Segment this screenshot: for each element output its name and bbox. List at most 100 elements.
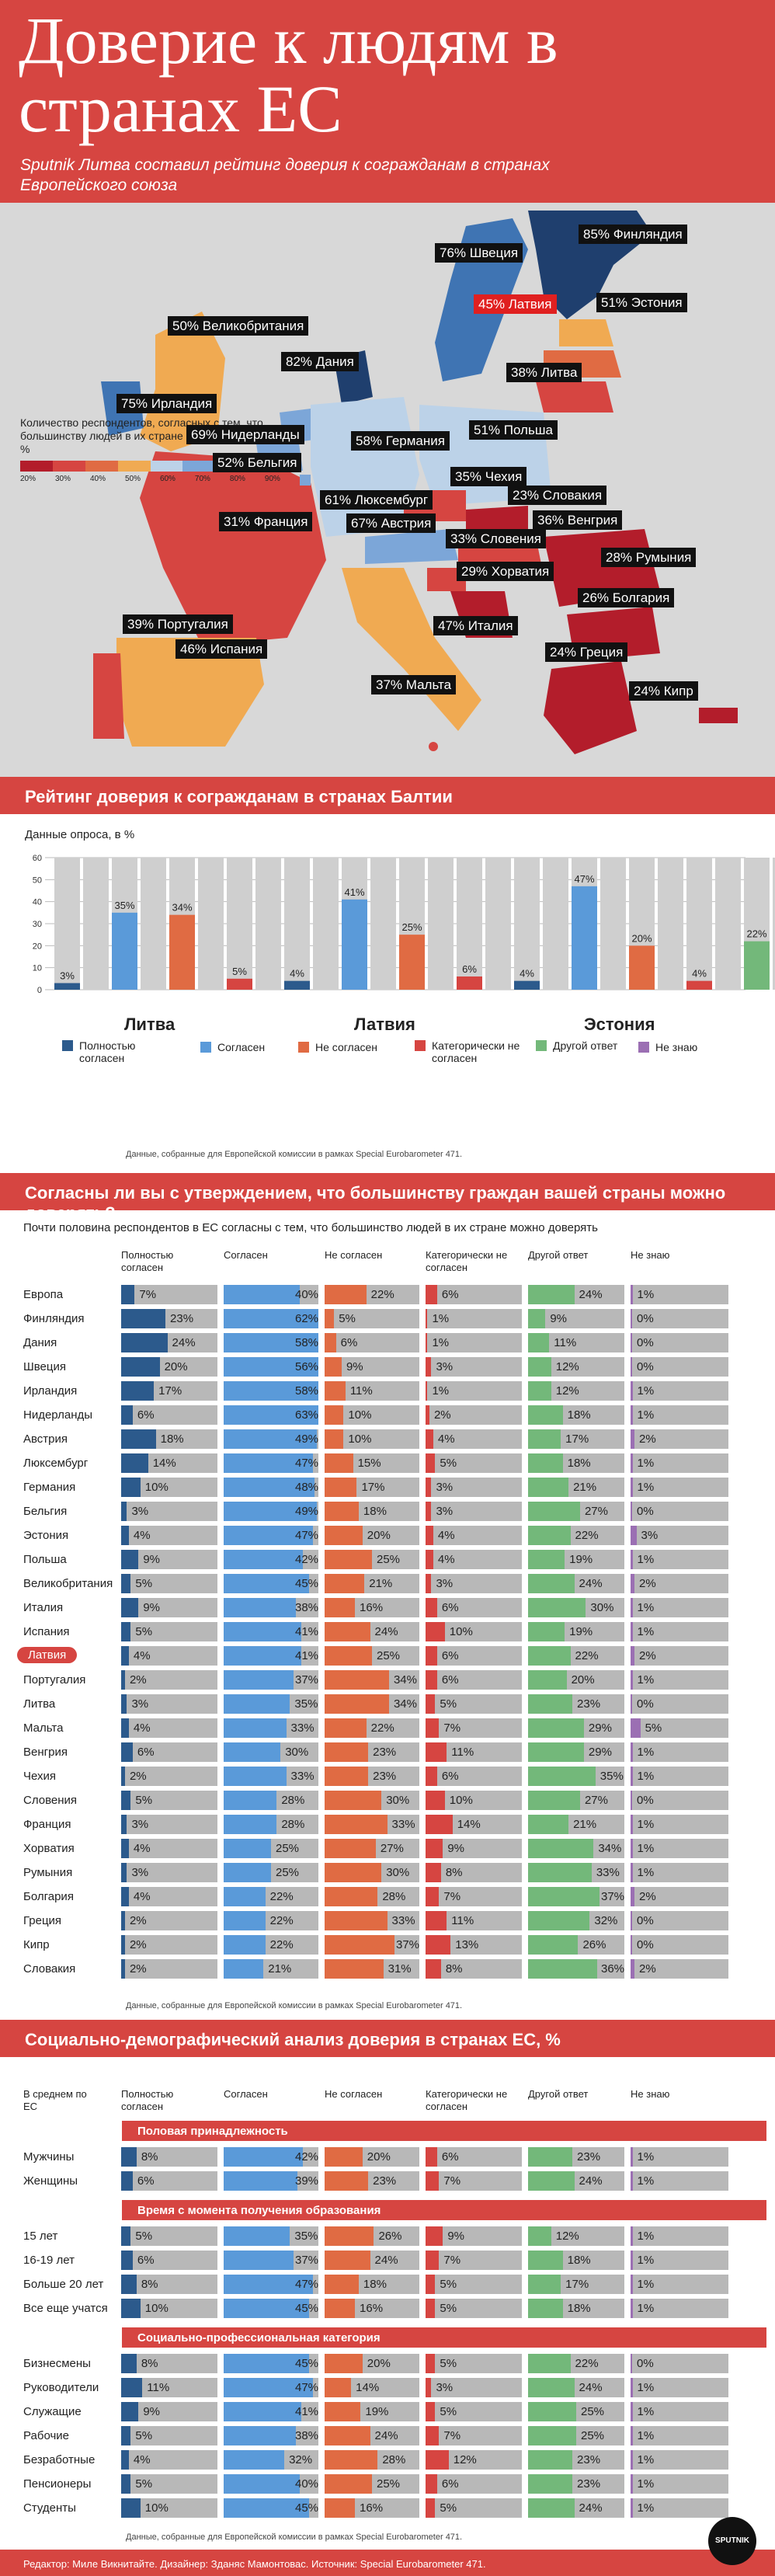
table-cell: 1% (631, 2426, 728, 2445)
cell-bar (325, 1839, 376, 1858)
cell-value: 23% (170, 1312, 194, 1325)
table-cell: 7% (426, 2426, 522, 2445)
table-cell: 11% (426, 1742, 522, 1762)
cell-value: 20% (164, 1360, 188, 1373)
table-cell: 56% (224, 1357, 318, 1377)
cell-value: 17% (565, 2278, 589, 2291)
cell-bar (121, 1742, 133, 1762)
cell-value: 23% (373, 1746, 397, 1759)
cell-bar (121, 1863, 127, 1882)
cell-value: 9% (447, 1842, 464, 1855)
cell-value: 4% (437, 1529, 455, 1542)
table-cell: 49% (224, 1429, 318, 1449)
cell-value: 26% (582, 1938, 606, 1951)
cell-bar (224, 2450, 285, 2470)
table-cell: 1% (426, 1333, 522, 1352)
cell-value: 8% (141, 2357, 158, 2370)
table-cell: 27% (528, 1791, 624, 1810)
cell-value: 30% (590, 1601, 614, 1614)
cell-value: 18% (567, 1457, 591, 1470)
table-cell: 4% (121, 1839, 217, 1858)
cell-bar (121, 1694, 127, 1714)
table-cell: 1% (631, 2251, 728, 2270)
table-cell: 20% (325, 1526, 419, 1545)
baltic-chart-section: Данные опроса, в % 0 10 20 30 40 50 60 3% 35% 34%… (0, 814, 775, 1173)
table-cell: 4% (121, 2450, 217, 2470)
cell-value: 6% (441, 1770, 459, 1783)
table-cell: 4% (426, 1550, 522, 1569)
table-cell: 3% (631, 1526, 728, 1545)
cell-bar (224, 1959, 264, 1979)
table-cell: 22% (528, 2354, 624, 2373)
table-row: Бизнесмены 8% 45% 20% 5% 22% 0% (0, 2352, 775, 2375)
table-cell: 23% (528, 2147, 624, 2167)
cell-value: 15% (357, 1457, 381, 1470)
table-cell: 6% (426, 1767, 522, 1786)
cell-value: 0% (637, 1312, 654, 1325)
table-cell: 31% (325, 1959, 419, 1979)
cell-value: 7% (443, 1890, 461, 1903)
bar-background (485, 858, 511, 990)
cell-bar (426, 1502, 432, 1521)
map-label: 39% Португалия (123, 614, 233, 634)
cell-bar (325, 2171, 369, 2191)
cell-value: 27% (380, 1842, 404, 1855)
table-cell: 5% (631, 1718, 728, 1738)
column-header: Другой ответ (528, 1249, 589, 1261)
legend-tick: 70% (194, 475, 210, 483)
cell-value: 1% (637, 1842, 655, 1855)
cell-bar (426, 2275, 436, 2294)
cell-bar (121, 1333, 168, 1352)
cell-bar (224, 1333, 318, 1352)
cell-bar (121, 1453, 148, 1473)
table-cell: 42% (224, 2147, 318, 2167)
cell-bar (528, 1357, 551, 1377)
table-cell: 30% (528, 1598, 624, 1617)
table-cell: 45% (224, 2498, 318, 2518)
baltic-note: Данные опроса, в % (25, 828, 135, 841)
table-cell: 23% (528, 2450, 624, 2470)
cell-value: 25% (276, 1866, 300, 1879)
cell-value: 9% (550, 1312, 567, 1325)
bar (457, 976, 482, 990)
cell-bar (121, 1670, 125, 1690)
cell-bar (426, 1839, 443, 1858)
column-header: Не знаю (631, 1249, 670, 1261)
cell-bar (224, 1767, 287, 1786)
bar (227, 978, 252, 990)
cell-bar (528, 2378, 575, 2397)
cell-bar (121, 1959, 125, 1979)
row-label: Польша (23, 1553, 67, 1566)
table-cell: 1% (631, 2450, 728, 2470)
table-row: Все еще учатся 10% 45% 16% 5% 18% 1% (0, 2297, 775, 2320)
table-cell: 27% (325, 1839, 419, 1858)
table-cell: 22% (224, 1911, 318, 1930)
cell-bar (325, 1381, 346, 1401)
q3-source: Данные, собранные для Европейской комисс… (126, 2532, 463, 2542)
table-cell: 3% (121, 1863, 217, 1882)
row-label: Швеция (23, 1360, 66, 1373)
table-cell: 0% (631, 1309, 728, 1328)
cell-value: 7% (443, 2429, 461, 2442)
demographic-table-section: В среднем по ЕС Полностью согласен Соглас… (0, 2057, 775, 2550)
cell-bar (426, 2251, 440, 2270)
table-cell: 0% (631, 1333, 728, 1352)
cell-value: 5% (135, 2230, 153, 2243)
cell-bar (224, 2402, 302, 2421)
credits: Редактор: Миле Викнитайте. Дизайнер: Зда… (0, 2550, 775, 2576)
cell-bar (121, 2474, 131, 2494)
table-row: Безработные 4% 32% 28% 12% 23% 1% (0, 2449, 775, 2471)
table-cell: 12% (426, 2450, 522, 2470)
table-cell: 30% (325, 1791, 419, 1810)
cell-bar (631, 1935, 632, 1955)
table-cell: 18% (528, 2251, 624, 2270)
table-row: Португалия 2% 37% 34% 6% 20% 1% (0, 1669, 775, 1691)
cell-value: 5% (135, 2429, 153, 2442)
table-cell: 45% (224, 2354, 318, 2373)
cell-value: 3% (436, 1577, 454, 1590)
cell-value: 32% (289, 2453, 313, 2466)
cell-bar (325, 1285, 367, 1304)
cell-bar (325, 1478, 357, 1497)
table-cell: 3% (426, 1502, 522, 1521)
row-label: Женщины (23, 2174, 78, 2188)
